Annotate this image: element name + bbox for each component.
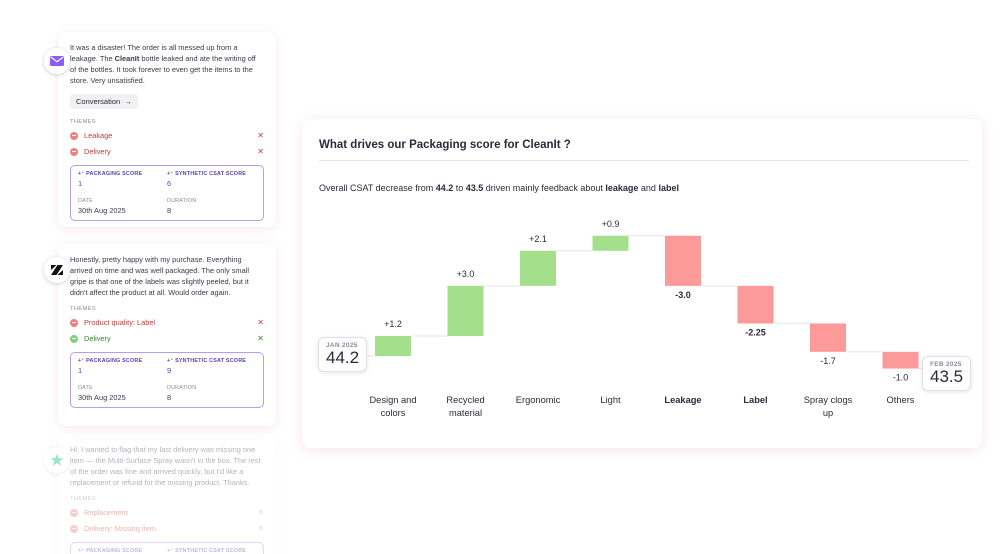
data-label: -3.0	[675, 290, 691, 300]
feedback-message: Hi, I wanted to flag that my last delive…	[70, 445, 261, 487]
csat-score-label: +⁺ SYNTHETIC CSAT SCORE	[167, 171, 247, 177]
date-label: DATE	[78, 198, 93, 204]
end-value: 43.5	[930, 367, 964, 386]
data-label: +3.0	[457, 269, 475, 279]
arrow-right-icon: →	[124, 97, 132, 106]
category-label: Recycled material	[446, 395, 484, 418]
category-label: Light	[600, 395, 621, 405]
remove-theme-icon[interactable]: ✕	[257, 147, 264, 156]
category-label: Design and colors	[369, 395, 416, 418]
start-label: JAN 2025	[326, 342, 358, 349]
feedback-card[interactable]: Honestly, pretty happy with my purchase.…	[44, 244, 276, 426]
positive-sentiment-icon	[70, 334, 78, 343]
csat-score-label: +⁺ SYNTHETIC CSAT SCORE	[167, 358, 247, 364]
themes-label: THEMES	[70, 119, 96, 125]
start-value: 44.2	[326, 348, 360, 367]
conversation-button[interactable]: Conversation →	[70, 94, 138, 109]
category-label: Ergonomic	[516, 395, 561, 405]
packaging-score-value: 1	[78, 179, 83, 188]
theme-label: Delivery	[84, 334, 111, 343]
waterfall-bar	[882, 351, 919, 369]
csat-score-label: +⁺ SYNTHETIC CSAT SCORE	[167, 548, 247, 554]
score-box: +⁺ PACKAGING SCORE +⁺ SYNTHETIC CSAT SCO…	[70, 352, 264, 408]
theme-row: Delivery ✕	[70, 146, 264, 157]
negative-sentiment-icon	[70, 131, 78, 140]
waterfall-bar	[665, 235, 701, 286]
negative-sentiment-icon	[70, 318, 78, 327]
start-value-box: JAN 2025 44.2	[318, 337, 368, 372]
feedback-message: It was a disaster! The order is all mess…	[70, 43, 256, 85]
data-label: +2.1	[529, 234, 547, 244]
chart-panel: What drives our Packaging score for Clea…	[302, 119, 982, 448]
packaging-score-value: 1	[78, 366, 83, 375]
duration-label: DURATION	[167, 385, 197, 391]
theme-label: Leakage	[84, 131, 113, 140]
theme-row: Delivery ✕	[70, 333, 264, 344]
divider	[319, 160, 969, 161]
panel-subtitle: Overall CSAT decrease from 44.2 to 43.5 …	[319, 183, 679, 193]
theme-label: Delivery	[84, 147, 111, 156]
duration-value: 8	[167, 393, 172, 402]
packaging-score-label: +⁺ PACKAGING SCORE	[78, 358, 143, 364]
trustpilot-star-icon	[44, 447, 70, 473]
category-label: Others	[887, 395, 915, 405]
packaging-score-label: +⁺ PACKAGING SCORE	[78, 171, 143, 177]
date-value: 30th Aug 2025	[78, 206, 126, 215]
feedback-card[interactable]: It was a disaster! The order is all mess…	[44, 32, 276, 227]
negative-sentiment-icon	[70, 508, 78, 517]
duration-label: DURATION	[167, 198, 197, 204]
duration-value: 8	[167, 206, 172, 215]
panel-title: What drives our Packaging score for Clea…	[319, 139, 571, 151]
data-label: +0.9	[602, 219, 620, 229]
waterfall-bar	[520, 250, 556, 286]
end-value-box: FEB 2025 43.5	[922, 356, 972, 391]
waterfall-bar	[592, 235, 629, 251]
remove-theme-icon[interactable]: ✕	[257, 318, 264, 327]
conversation-label: Conversation	[76, 97, 121, 106]
theme-row: Replacement ✕	[70, 507, 264, 518]
score-box: +⁺ PACKAGING SCORE +⁺ SYNTHETIC CSAT SCO…	[70, 542, 264, 554]
waterfall-bar	[737, 285, 774, 324]
date-value: 30th Aug 2025	[78, 393, 126, 402]
category-label: Label	[743, 395, 767, 405]
remove-theme-icon[interactable]: ✕	[257, 508, 264, 517]
data-label: -1.0	[893, 373, 909, 383]
zendesk-icon	[44, 257, 70, 283]
data-label: -2.25	[745, 327, 766, 337]
csat-score-value: 9	[167, 366, 172, 375]
remove-theme-icon[interactable]: ✕	[257, 524, 264, 533]
theme-row: Product quality: Label ✕	[70, 317, 264, 328]
mail-icon	[44, 48, 70, 74]
category-label: Spray clogs up	[804, 395, 853, 418]
date-label: DATE	[78, 385, 93, 391]
waterfall-bar	[447, 285, 484, 336]
remove-theme-icon[interactable]: ✕	[257, 334, 264, 343]
data-label: -1.7	[820, 356, 836, 366]
waterfall-bar	[375, 335, 411, 356]
packaging-score-label: +⁺ PACKAGING SCORE	[78, 548, 143, 554]
category-label: Leakage	[664, 395, 701, 405]
themes-label: THEMES	[70, 496, 96, 502]
theme-label: Product quality: Label	[84, 318, 156, 327]
theme-row: Leakage ✕	[70, 130, 264, 141]
waterfall-chart: +1.2 Design and colors +3.0 Recycled material…	[367, 219, 925, 418]
themes-label: THEMES	[70, 306, 96, 312]
data-label: +1.2	[384, 319, 402, 329]
negative-sentiment-icon	[70, 147, 78, 156]
negative-sentiment-icon	[70, 524, 78, 533]
theme-label: Replacement	[84, 508, 128, 517]
theme-row: Delivery: Missing item ✕	[70, 523, 264, 534]
remove-theme-icon[interactable]: ✕	[257, 131, 264, 140]
theme-label: Delivery: Missing item	[84, 524, 156, 533]
feedback-message: Honestly, pretty happy with my purchase.…	[70, 255, 249, 297]
score-box: +⁺ PACKAGING SCORE +⁺ SYNTHETIC CSAT SCO…	[70, 165, 264, 221]
feedback-card[interactable]: Hi, I wanted to flag that my last delive…	[44, 434, 276, 554]
waterfall-bar	[810, 323, 846, 352]
end-label: FEB 2025	[930, 361, 962, 368]
csat-score-value: 6	[167, 179, 172, 188]
